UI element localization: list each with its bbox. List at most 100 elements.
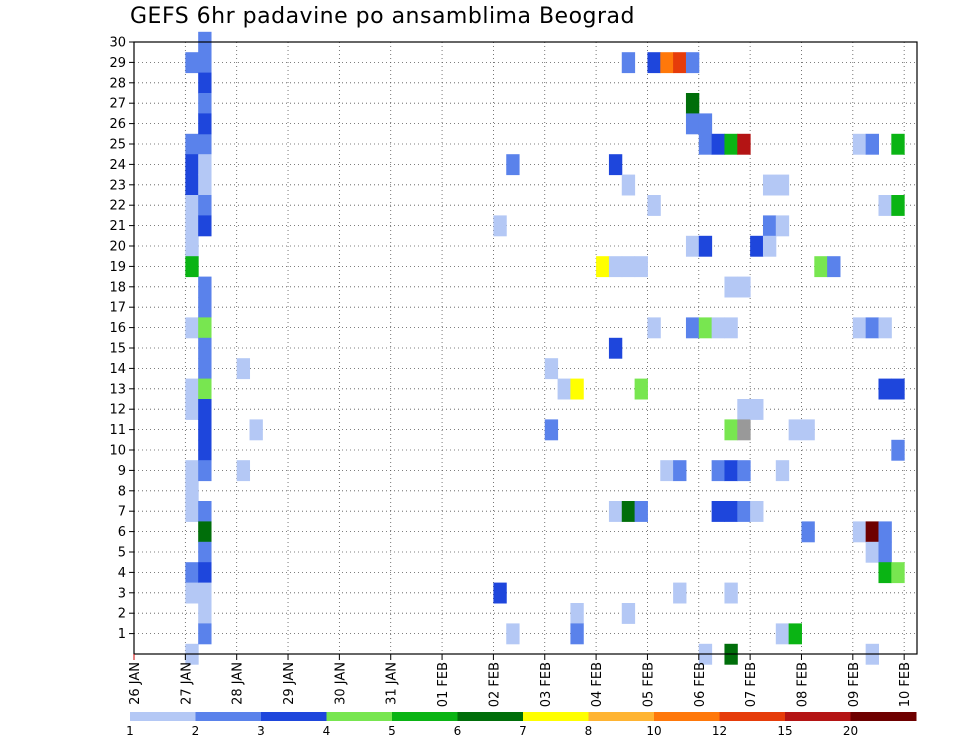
heatmap-cell [711,460,725,482]
x-tick-label: 01 FEB [436,662,451,707]
legend-swatch [785,712,851,721]
x-tick-label: 05 FEB [641,662,656,707]
heatmap-cell [544,358,559,380]
heatmap-cell [737,276,751,298]
heatmap-cell [198,93,212,114]
legend-label: 7 [519,724,527,738]
x-tick-label: 09 FEB [847,662,862,707]
legend-swatch [195,712,262,721]
heatmap-cell [608,501,623,522]
y-tick-label: 25 [109,138,126,153]
heatmap-cell [198,541,212,563]
heatmap-cell [198,276,212,298]
heatmap-cell [724,133,738,155]
heatmap-cell [198,337,212,359]
legend-swatch [654,712,720,721]
y-tick-label: 8 [118,484,126,499]
heatmap-cell [198,521,212,543]
heatmap-cell [198,562,212,584]
heatmap-cell [865,133,879,155]
heatmap-cell [570,378,584,400]
heatmap-cell [198,582,212,604]
heatmap-cell [198,317,212,339]
heatmap-cell [185,562,199,584]
heatmap-cell [608,337,623,359]
x-tick-label: 26 JAN [128,662,143,705]
heatmap-cell [198,501,212,522]
y-tick-label: 16 [109,321,126,336]
heatmap-cell [621,603,636,624]
heatmap-cell [647,195,661,216]
heatmap-cell [737,133,751,155]
heatmap-cell [634,256,648,278]
heatmap-cell [891,378,905,400]
heatmap-cell [891,195,905,216]
y-tick-label: 4 [118,566,126,581]
legend-swatch [392,712,458,721]
heatmap-cell [185,582,199,604]
legend-label: 20 [843,724,858,738]
plot-area [134,42,917,654]
heatmap-cell [775,215,790,237]
heatmap-cell [737,399,751,420]
chart-title: GEFS 6hr padavine po ansamblima Beograd [130,4,636,29]
x-tick-label: 29 JAN [282,662,297,705]
y-tick-label: 3 [118,586,126,601]
heatmap-cell [185,501,199,522]
heatmap-cell [814,256,828,278]
heatmap-cell [621,174,636,196]
heatmap-cell [544,419,559,441]
heatmap-cell [236,358,251,380]
legend-label: 2 [192,724,200,738]
legend-swatch [523,712,589,721]
heatmap-cell [711,501,725,522]
heatmap-cell [185,215,199,237]
y-tick-label: 9 [118,464,126,479]
legend-label: 10 [646,724,661,738]
heatmap-cell [493,215,507,237]
heatmap-cell [762,235,777,257]
heatmap-cell [801,521,815,543]
heatmap-cell [878,195,892,216]
heatmap-cell [185,174,199,196]
heatmap-cell [865,521,879,543]
x-tick-label: 30 JAN [333,662,348,705]
heatmap-cell [724,501,738,522]
heatmap-cell [185,195,199,216]
heatmap-cell [185,235,199,257]
heatmap-cell [737,501,751,522]
heatmap-cell [788,419,802,441]
y-tick-label: 13 [109,382,126,397]
heatmap-cell [185,317,199,339]
y-tick-label: 29 [109,56,126,71]
heatmap-cell [621,256,636,278]
heatmap-cell [878,317,892,339]
heatmap-cell [711,133,725,155]
y-tick-label: 28 [109,76,126,91]
y-tick-label: 1 [118,627,126,642]
heatmap-cell [493,582,507,604]
x-tick-label: 27 JAN [179,662,194,705]
heatmap-cell [724,317,738,339]
heatmap-cell [685,317,700,339]
y-tick-label: 22 [109,199,126,214]
heatmap-cell [685,113,700,135]
heatmap-cell [878,541,892,563]
heatmap-cell [198,623,212,645]
heatmap-cell [185,480,199,502]
y-tick-label: 15 [109,342,126,357]
heatmap-cell [198,378,212,400]
y-tick-label: 27 [109,97,126,112]
heatmap-cell [724,419,738,441]
heatmap-cell [660,460,674,482]
x-tick-label: 03 FEB [539,662,554,707]
legend-label: 3 [257,724,265,738]
heatmap-cell [198,215,212,237]
heatmap-cell [685,93,700,114]
y-tick-label: 5 [118,546,126,561]
heatmap-cell [775,174,790,196]
heatmap-cell [596,256,610,278]
heatmap-cell [878,378,892,400]
heatmap-cell [724,460,738,482]
legend-label: 4 [323,724,331,738]
